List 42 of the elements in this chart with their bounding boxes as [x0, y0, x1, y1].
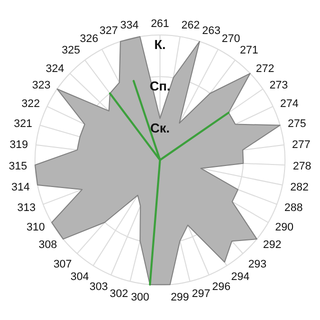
spoke-label: 321: [14, 118, 32, 130]
spoke-label: 304: [70, 271, 89, 284]
spoke-label: 322: [21, 98, 40, 110]
spoke-label: 300: [130, 291, 150, 304]
spoke-label: 273: [269, 79, 288, 92]
spoke-label: 323: [32, 79, 51, 92]
spoke-label: 307: [53, 258, 72, 270]
spoke-label: 303: [90, 281, 108, 294]
y-tick-label: К.: [154, 37, 166, 52]
spoke-label: 275: [288, 118, 306, 130]
spoke-label: 278: [292, 160, 312, 172]
spoke-label: 326: [80, 33, 98, 46]
spoke-label: 290: [275, 221, 294, 234]
spoke-label: 292: [263, 239, 282, 252]
spoke-label: 263: [202, 24, 220, 37]
spoke-label: 334: [120, 20, 139, 32]
spoke-label: 325: [62, 44, 80, 57]
y-tick-label: Ск.: [150, 120, 170, 136]
spoke-label: 313: [17, 202, 36, 214]
spoke-label: 282: [290, 182, 309, 194]
spoke-label: 299: [170, 291, 190, 304]
spoke-label: 314: [11, 182, 30, 194]
spoke-label: 261: [150, 18, 170, 30]
spoke-label: 308: [38, 239, 57, 252]
spoke-label: 302: [110, 288, 128, 300]
spoke-label: 272: [256, 62, 274, 75]
spoke-label: 274: [280, 98, 299, 110]
spoke-label: 315: [8, 160, 28, 172]
spoke-label: 310: [26, 221, 45, 234]
y-tick-label: Сп.: [150, 78, 170, 94]
spoke-label: 270: [222, 33, 240, 46]
spoke-label: 327: [100, 24, 118, 37]
spoke-label: 319: [10, 138, 28, 151]
spoke-label: 296: [212, 281, 230, 294]
spoke-label: 294: [231, 271, 250, 284]
spoke-label: 324: [46, 62, 64, 75]
spoke-label: 277: [292, 138, 310, 151]
spoke-label: 262: [181, 20, 200, 32]
spoke-label: 297: [192, 288, 210, 300]
spoke-label: 271: [240, 44, 258, 57]
spoke-label: 288: [284, 202, 303, 214]
spoke-label: 293: [248, 258, 267, 270]
